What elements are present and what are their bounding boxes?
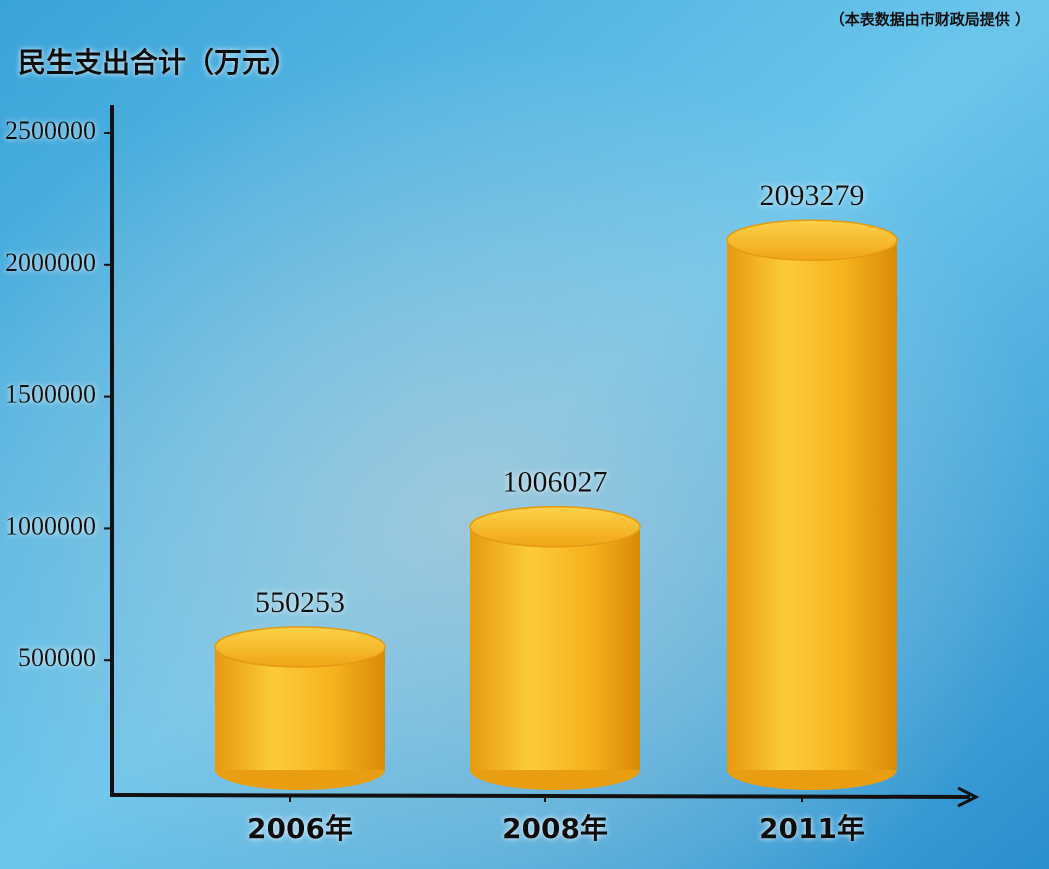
bar	[727, 240, 897, 770]
data-label: 550253	[255, 586, 345, 619]
y-tick-label: 2500000	[5, 116, 96, 145]
x-tick-label: 2011年	[759, 812, 865, 845]
y-tick-label: 500000	[18, 643, 96, 672]
data-label: 2093279	[760, 179, 865, 212]
x-axis	[109, 793, 971, 799]
x-tick-label: 2008年	[502, 812, 608, 845]
axis-arrow	[957, 786, 980, 808]
bar-top	[214, 626, 386, 668]
source-note: （本表数据由市财政局提供 ）	[830, 11, 1030, 29]
bar	[470, 526, 640, 770]
y-tick-label: 2000000	[5, 248, 96, 277]
x-tick-label: 2006年	[247, 812, 353, 845]
y-tick-label: 1000000	[5, 511, 96, 540]
bar-top	[469, 506, 641, 548]
chart-title: 民生支出合计（万元）	[18, 46, 298, 79]
data-label: 1006027	[503, 466, 608, 499]
bar-top	[726, 219, 898, 261]
y-tick-label: 1500000	[5, 380, 96, 409]
